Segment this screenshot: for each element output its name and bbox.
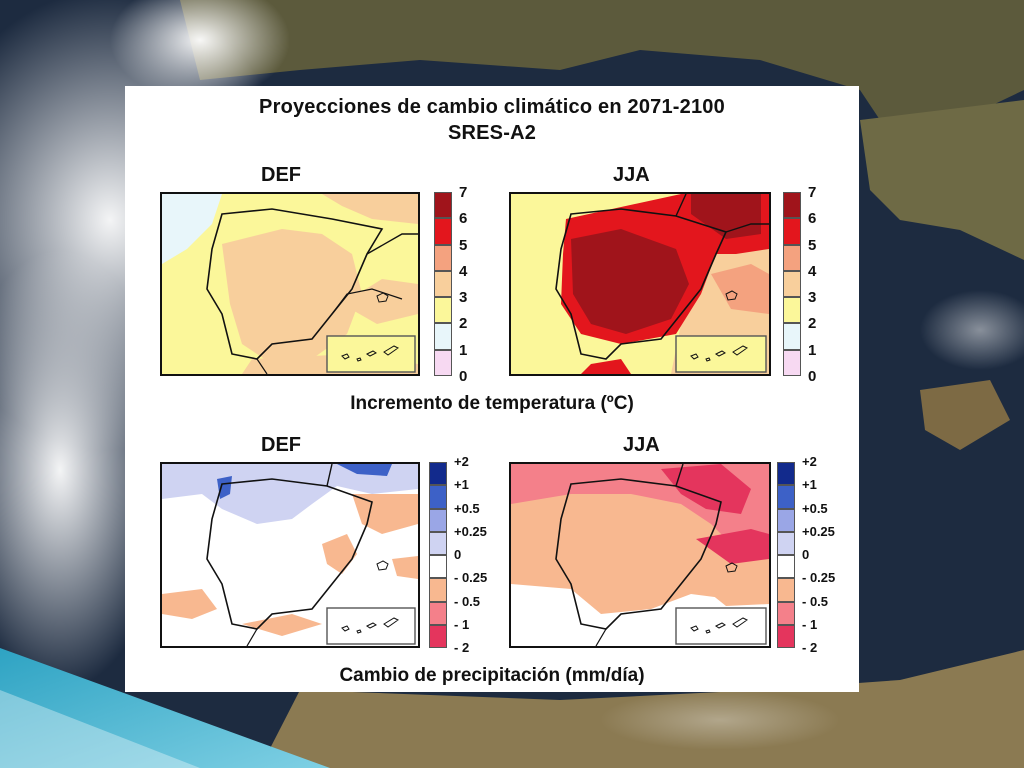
precip-legend-label: - 0.25 — [802, 570, 836, 586]
precip-legend-label: +1 — [454, 477, 469, 493]
precip-legend-label: - 2 — [454, 640, 470, 655]
temp-legend-label: 3 — [459, 289, 468, 307]
precip-legend-label: - 1 — [802, 616, 818, 632]
temp-legend-swatch — [434, 244, 452, 271]
precip-legend-label: - 2 — [802, 640, 818, 655]
temp-legend-label: 1 — [459, 341, 468, 359]
precip-def-map — [160, 462, 420, 648]
precip-legend-label: +2 — [454, 454, 469, 469]
precip-legend-swatch — [777, 485, 795, 509]
precip-legend-swatch — [429, 462, 447, 486]
temp-legend-label: 5 — [459, 236, 468, 254]
temp-legend-label: 0 — [808, 368, 817, 385]
temp-legend-jja: 7 6 5 4 3 2 1 0 — [783, 184, 823, 385]
precip-legend-swatch — [429, 555, 447, 579]
precip-legend-label: 0 — [454, 547, 462, 562]
precip-legend-swatch — [429, 624, 447, 648]
temp-legend-label: 2 — [808, 315, 817, 333]
precip-legend-label: - 1 — [454, 616, 470, 632]
temp-legend-swatch — [783, 244, 801, 271]
figure-panel: Proyecciones de cambio climático en 2071… — [125, 86, 859, 692]
precip-legend-swatch — [777, 462, 795, 486]
precip-legend-label: - 0.5 — [454, 593, 481, 609]
precip-legend-label: +2 — [802, 454, 817, 469]
temperature-caption: Incremento de temperatura (ºC) — [350, 393, 634, 414]
precip-legend-label: - 0.25 — [454, 570, 488, 586]
temp-legend-label: 7 — [459, 184, 468, 201]
temp-legend-label: 4 — [459, 262, 468, 280]
temp-legend-label: 6 — [808, 210, 817, 228]
precip-legend-label: +0.25 — [454, 523, 487, 539]
precipitation-caption: Cambio de precipitación (mm/día) — [339, 665, 645, 686]
temp-legend-swatch — [434, 192, 452, 219]
temp-legend-label: 0 — [459, 368, 468, 385]
precip-legend-label: +0.25 — [802, 523, 835, 539]
precip-legend-swatch — [429, 601, 447, 625]
temp-legend-swatch — [783, 218, 801, 245]
temp-legend-swatch — [783, 192, 801, 219]
temp-season-def: DEF — [261, 164, 301, 186]
temp-legend-swatch — [434, 297, 452, 324]
temp-legend-swatch — [783, 323, 801, 350]
precip-legend-swatch — [429, 578, 447, 602]
temp-legend-label: 6 — [459, 210, 468, 228]
temp-legend-label: 3 — [808, 289, 817, 307]
temp-legend-label: 7 — [808, 184, 817, 201]
precip-legend-swatch — [777, 601, 795, 625]
temp-legend-swatch — [434, 270, 452, 298]
temp-jja-map — [509, 192, 771, 376]
precip-legend-label: +1 — [802, 477, 817, 493]
temp-legend-label: 4 — [808, 262, 817, 280]
temp-def-map — [160, 192, 420, 376]
precip-legend-swatch — [777, 624, 795, 648]
precip-legend-jja: +2 +1 +0.5 +0.25 0 - 0.25 - 0.5 - 1 - 2 — [777, 454, 857, 655]
precip-legend-swatch — [429, 485, 447, 509]
temp-legend-swatch — [783, 270, 801, 298]
precip-jja-map — [509, 462, 771, 648]
precip-legend-label: - 0.5 — [802, 593, 829, 609]
precip-legend-label: +0.5 — [454, 500, 480, 516]
precip-season-def: DEF — [261, 434, 301, 456]
temp-legend-def: 7 6 5 4 3 2 1 0 — [434, 184, 474, 385]
temp-season-jja: JJA — [613, 164, 650, 186]
temp-legend-label: 1 — [808, 341, 817, 359]
precip-legend-swatch — [777, 508, 795, 532]
precip-legend-swatch — [777, 555, 795, 579]
precip-legend-swatch — [777, 531, 795, 555]
temp-legend-label: 5 — [808, 236, 817, 254]
temp-legend-swatch — [434, 349, 452, 376]
temp-legend-swatch — [783, 349, 801, 376]
temp-legend-swatch — [434, 323, 452, 350]
precip-legend-label: +0.5 — [802, 500, 828, 516]
temp-legend-label: 2 — [459, 315, 468, 333]
precip-season-jja: JJA — [623, 434, 660, 456]
precip-legend-def: +2 +1 +0.5 +0.25 0 - 0.25 - 0.5 - 1 - 2 — [429, 454, 499, 655]
temp-legend-swatch — [783, 297, 801, 324]
figure-subtitle: SRES-A2 — [447, 122, 537, 144]
temp-legend-swatch — [434, 218, 452, 245]
precip-legend-swatch — [777, 578, 795, 602]
precip-legend-swatch — [429, 531, 447, 555]
figure-title: Proyecciones de cambio climático en 2071… — [259, 96, 725, 118]
precip-legend-swatch — [429, 508, 447, 532]
precip-legend-label: 0 — [802, 547, 810, 562]
